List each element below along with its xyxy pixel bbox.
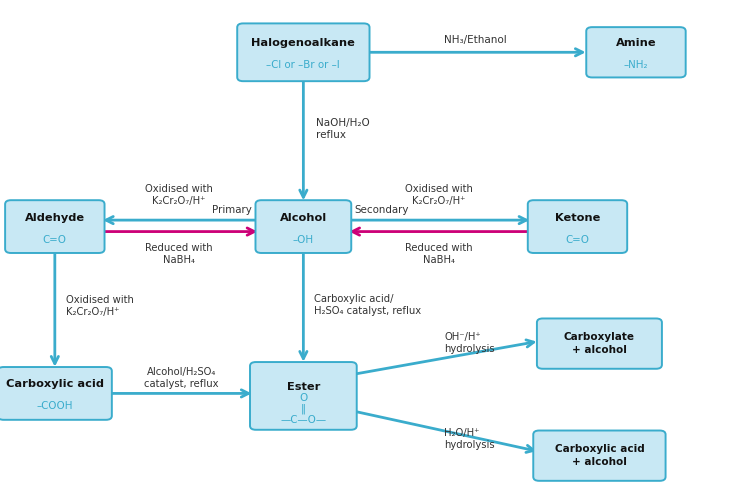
FancyBboxPatch shape	[0, 367, 112, 420]
Text: Aldehyde: Aldehyde	[25, 213, 85, 223]
Text: –Cl or –Br or –I: –Cl or –Br or –I	[267, 60, 340, 70]
Text: Carboxylic acid/
H₂SO₄ catalyst, reflux: Carboxylic acid/ H₂SO₄ catalyst, reflux	[314, 294, 422, 316]
FancyBboxPatch shape	[537, 319, 662, 369]
Text: Oxidised with
K₂Cr₂O₇/H⁺: Oxidised with K₂Cr₂O₇/H⁺	[405, 184, 472, 206]
Text: Oxidised with
K₂Cr₂O₇/H⁺: Oxidised with K₂Cr₂O₇/H⁺	[66, 295, 134, 317]
FancyBboxPatch shape	[5, 200, 105, 253]
Text: Oxidised with
K₂Cr₂O₇/H⁺: Oxidised with K₂Cr₂O₇/H⁺	[145, 184, 213, 206]
Text: NaOH/H₂O
reflux: NaOH/H₂O reflux	[316, 119, 370, 140]
Text: H₂O/H⁺
hydrolysis: H₂O/H⁺ hydrolysis	[444, 428, 495, 450]
FancyBboxPatch shape	[586, 27, 686, 77]
Text: OH⁻/H⁺
hydrolysis: OH⁻/H⁺ hydrolysis	[444, 332, 495, 354]
Text: Ketone: Ketone	[555, 213, 600, 223]
Text: Amine: Amine	[616, 38, 656, 48]
Text: Reduced with
NaBH₄: Reduced with NaBH₄	[145, 243, 213, 265]
Text: Primary: Primary	[212, 205, 252, 215]
Text: Reduced with
NaBH₄: Reduced with NaBH₄	[405, 243, 472, 265]
FancyBboxPatch shape	[237, 23, 369, 81]
Text: O
‖
—C—O—: O ‖ —C—O—	[280, 393, 327, 425]
FancyBboxPatch shape	[256, 200, 351, 253]
Text: Ester: Ester	[287, 382, 320, 392]
Text: C=O: C=O	[43, 235, 67, 245]
Text: Carboxylic acid: Carboxylic acid	[6, 379, 104, 389]
Text: –COOH: –COOH	[37, 401, 73, 411]
Text: Alcohol/H₂SO₄
catalyst, reflux: Alcohol/H₂SO₄ catalyst, reflux	[144, 368, 219, 389]
Text: Alcohol: Alcohol	[280, 213, 327, 223]
Text: –NH₂: –NH₂	[624, 60, 648, 70]
Text: Halogenoalkane: Halogenoalkane	[251, 38, 355, 48]
Text: Carboxylate
+ alcohol: Carboxylate + alcohol	[564, 333, 635, 355]
Text: Carboxylic acid
+ alcohol: Carboxylic acid + alcohol	[555, 445, 644, 467]
FancyBboxPatch shape	[534, 430, 665, 481]
Text: –OH: –OH	[293, 235, 314, 245]
FancyBboxPatch shape	[250, 362, 357, 430]
FancyBboxPatch shape	[528, 200, 627, 253]
Text: NH₃/Ethanol: NH₃/Ethanol	[444, 35, 507, 45]
Text: Secondary: Secondary	[355, 205, 409, 215]
Text: C=O: C=O	[566, 235, 589, 245]
